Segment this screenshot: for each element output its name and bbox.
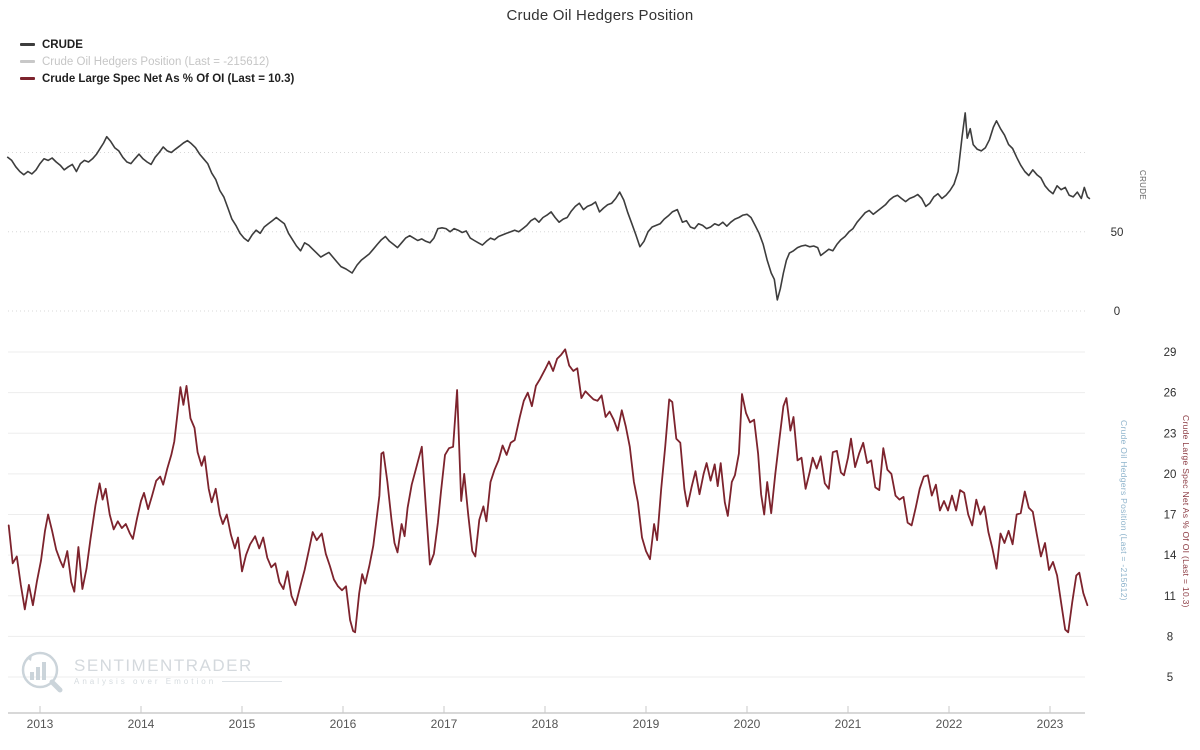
watermark-tagline: Analysis over Emotion	[74, 677, 282, 686]
x-axis-year-label: 2019	[633, 717, 660, 731]
crude-line-swatch	[20, 43, 35, 46]
spec-axis-tick-label: 17	[1164, 510, 1177, 522]
spec-axis-tick-label: 11	[1164, 591, 1176, 603]
spec-axis-tick-label: 20	[1164, 469, 1177, 481]
crude-axis-tick-label: 0	[1114, 306, 1120, 318]
x-axis-year-label: 2018	[532, 717, 559, 731]
chart-title: Crude Oil Hedgers Position	[506, 7, 694, 24]
x-axis-year-label: 2015	[229, 717, 256, 731]
x-axis-year-label: 2020	[734, 717, 761, 731]
crude-axis-title: CRUDE	[1138, 170, 1147, 200]
spec-axis-tick-label: 23	[1164, 428, 1177, 440]
legend-label: Crude Large Spec Net As % Of OI (Last = …	[42, 72, 295, 85]
spec-axis-tick-label: 26	[1164, 388, 1177, 400]
legend-item-crude: CRUDE	[20, 36, 294, 53]
spec-axis-tick-label: 29	[1164, 347, 1177, 359]
spec-axis-tick-label: 14	[1164, 550, 1177, 562]
x-axis-year-label: 2021	[835, 717, 862, 731]
large-spec-net-pct-line	[7, 348, 1089, 634]
spec-axis-title: Crude Large Spec Net As % Of OI (Last = …	[1181, 415, 1191, 608]
spec-axis-tick-label: 8	[1167, 631, 1173, 643]
legend-item-hedgers-position: Crude Oil Hedgers Position (Last = -2156…	[20, 53, 294, 70]
legend-item-large-spec: Crude Large Spec Net As % Of OI (Last = …	[20, 70, 294, 87]
legend: CRUDE Crude Oil Hedgers Position (Last =…	[20, 36, 294, 87]
x-axis-year-label: 2023	[1037, 717, 1064, 731]
x-axis-year-label: 2014	[128, 717, 155, 731]
large-spec-line-swatch	[20, 77, 35, 80]
watermark-brand: SENTIMENTRADER	[74, 656, 253, 675]
legend-label: CRUDE	[42, 38, 83, 51]
hedgers-axis-title: Crude Oil Hedgers Position (Last = -2156…	[1119, 420, 1129, 601]
crude-price-line	[6, 112, 1091, 301]
crude-axis-tick-label: 50	[1111, 227, 1124, 239]
legend-label: Crude Oil Hedgers Position (Last = -2156…	[42, 55, 270, 68]
sentimentrader-watermark: SENTIMENTRADER Analysis over Emotion	[18, 648, 282, 694]
spec-axis-tick-label: 5	[1167, 672, 1173, 684]
x-axis-year-label: 2016	[330, 717, 357, 731]
x-axis-year-label: 2017	[431, 717, 458, 731]
hedgers-line-swatch	[20, 60, 35, 63]
x-axis-year-label: 2022	[936, 717, 963, 731]
x-axis-year-label: 2013	[27, 717, 54, 731]
sentimentrader-logo-icon	[21, 651, 63, 693]
